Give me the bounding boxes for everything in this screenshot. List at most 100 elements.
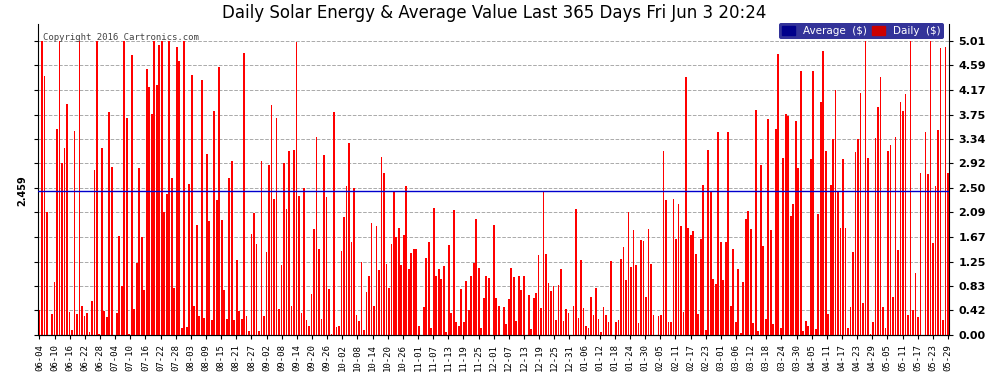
Bar — [341, 251, 343, 335]
Bar — [862, 303, 864, 335]
Bar — [687, 228, 689, 335]
Bar — [667, 322, 669, 335]
Bar — [173, 288, 175, 335]
Bar — [485, 276, 487, 335]
Bar — [565, 309, 567, 335]
Bar — [713, 279, 714, 335]
Bar — [88, 332, 90, 335]
Bar — [368, 276, 370, 335]
Bar — [136, 262, 138, 335]
Bar — [580, 261, 582, 335]
Bar — [780, 328, 781, 335]
Bar — [765, 319, 766, 335]
Bar — [723, 280, 725, 335]
Bar — [728, 132, 730, 335]
Bar — [308, 326, 310, 335]
Bar — [835, 90, 837, 335]
Bar — [752, 322, 754, 335]
Bar — [567, 314, 569, 335]
Bar — [255, 244, 257, 335]
Bar — [833, 139, 834, 335]
Bar — [333, 112, 335, 335]
Bar — [735, 322, 737, 335]
Bar — [316, 137, 318, 335]
Bar — [183, 41, 185, 335]
Bar — [171, 178, 172, 335]
Bar — [483, 298, 484, 335]
Bar — [221, 220, 223, 335]
Bar — [363, 330, 364, 335]
Bar — [53, 282, 55, 335]
Bar — [104, 311, 105, 335]
Bar — [920, 173, 922, 335]
Bar — [698, 315, 699, 335]
Bar — [478, 268, 479, 335]
Bar — [897, 250, 899, 335]
Bar — [670, 322, 672, 335]
Bar — [940, 48, 941, 335]
Bar — [458, 326, 459, 335]
Bar — [812, 71, 814, 335]
Bar — [331, 334, 333, 335]
Bar — [802, 331, 804, 335]
Bar — [106, 317, 108, 335]
Bar — [775, 129, 776, 335]
Bar — [767, 119, 769, 335]
Bar — [915, 273, 917, 335]
Bar — [515, 321, 517, 335]
Bar — [755, 111, 756, 335]
Bar — [273, 199, 275, 335]
Bar — [623, 247, 625, 335]
Bar — [211, 320, 213, 335]
Bar — [373, 306, 375, 335]
Bar — [406, 186, 407, 335]
Bar — [388, 288, 390, 335]
Bar — [777, 54, 779, 335]
Bar — [662, 151, 664, 335]
Bar — [68, 312, 70, 335]
Bar — [675, 239, 677, 335]
Bar — [291, 306, 292, 335]
Bar — [610, 261, 612, 335]
Bar — [852, 252, 854, 335]
Bar — [672, 200, 674, 335]
Bar — [398, 228, 400, 335]
Bar — [244, 53, 245, 335]
Bar — [869, 334, 871, 335]
Bar — [96, 41, 98, 335]
Bar — [823, 51, 824, 335]
Bar — [528, 296, 530, 335]
Bar — [144, 290, 146, 335]
Bar — [468, 310, 469, 335]
Bar — [148, 87, 150, 335]
Bar — [810, 159, 812, 335]
Text: Copyright 2016 Cartronics.com: Copyright 2016 Cartronics.com — [43, 33, 199, 42]
Bar — [665, 200, 667, 335]
Bar — [44, 76, 46, 335]
Bar — [536, 293, 537, 335]
Bar — [944, 47, 946, 335]
Bar — [643, 241, 644, 335]
Bar — [641, 240, 642, 335]
Bar — [288, 151, 290, 335]
Bar — [303, 188, 305, 335]
Bar — [253, 213, 255, 335]
Bar — [49, 334, 50, 335]
Bar — [685, 77, 687, 335]
Bar — [339, 326, 340, 335]
Bar — [475, 219, 477, 335]
Bar — [198, 315, 200, 335]
Bar — [647, 229, 649, 335]
Bar — [203, 318, 205, 335]
Bar — [787, 116, 789, 335]
Bar — [116, 313, 118, 335]
Bar — [877, 106, 879, 335]
Bar — [390, 244, 392, 335]
Bar — [890, 145, 891, 335]
Bar — [134, 309, 136, 335]
Bar — [296, 42, 297, 335]
Bar — [281, 266, 282, 335]
Bar — [652, 315, 654, 335]
Bar — [545, 255, 547, 335]
Bar — [510, 268, 512, 335]
